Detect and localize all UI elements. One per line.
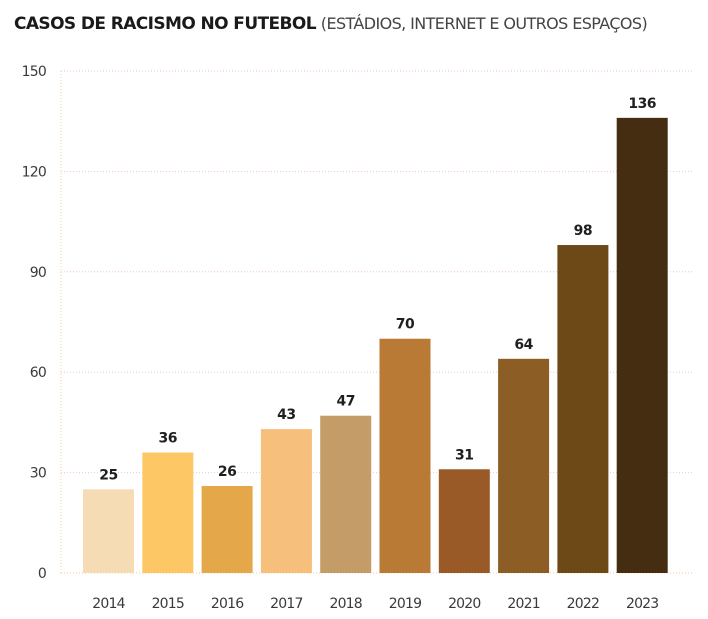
data-label: 47 xyxy=(336,394,354,410)
data-label: 136 xyxy=(628,96,656,112)
x-tick-label: 2023 xyxy=(626,596,658,612)
data-label: 98 xyxy=(574,223,592,239)
x-tick-label: 2014 xyxy=(92,596,125,612)
x-tick-label: 2020 xyxy=(448,596,480,612)
data-label: 31 xyxy=(455,447,473,463)
bar xyxy=(320,415,372,573)
chart-title: CASOS DE RACISMO NO FUTEBOL (ESTÁDIOS, I… xyxy=(14,14,648,34)
y-tick-label: 30 xyxy=(30,466,46,482)
chart-subtitle: (ESTÁDIOS, INTERNET E OUTROS ESPAÇOS) xyxy=(320,14,648,33)
y-tick-label: 90 xyxy=(30,265,46,281)
bar xyxy=(260,429,312,573)
bar xyxy=(498,358,550,573)
bar xyxy=(616,117,668,573)
data-labels: 25 36 26 43 47 70 31 64 98 136 xyxy=(99,96,656,483)
data-label: 64 xyxy=(514,337,533,353)
bar xyxy=(201,485,253,573)
bars xyxy=(83,117,668,573)
y-axis: 0 30 60 90 120 150 xyxy=(22,64,47,582)
x-tick-label: 2022 xyxy=(567,596,599,612)
y-tick-label: 120 xyxy=(22,164,46,180)
bar xyxy=(438,469,490,573)
x-tick-label: 2018 xyxy=(329,596,361,612)
data-label: 25 xyxy=(99,467,117,483)
data-label: 70 xyxy=(396,317,415,333)
bar xyxy=(83,489,134,573)
data-label: 26 xyxy=(218,464,236,480)
x-tick-label: 2016 xyxy=(211,596,244,612)
x-tick-label: 2015 xyxy=(152,596,184,612)
y-tick-label: 150 xyxy=(22,64,46,80)
chart-title-main: CASOS DE RACISMO NO FUTEBOL xyxy=(14,14,317,34)
bar xyxy=(142,452,194,573)
x-tick-label: 2021 xyxy=(507,596,539,612)
bar xyxy=(557,245,609,573)
bar xyxy=(379,338,431,573)
y-tick-label: 0 xyxy=(38,566,46,582)
data-label: 36 xyxy=(159,431,177,447)
x-tick-label: 2019 xyxy=(389,596,421,612)
data-label: 43 xyxy=(277,407,295,423)
y-tick-label: 60 xyxy=(30,365,46,381)
x-axis: 2014 2015 2016 2017 2018 2019 2020 2021 2022 2023 xyxy=(92,596,659,612)
x-tick-label: 2017 xyxy=(270,596,302,612)
